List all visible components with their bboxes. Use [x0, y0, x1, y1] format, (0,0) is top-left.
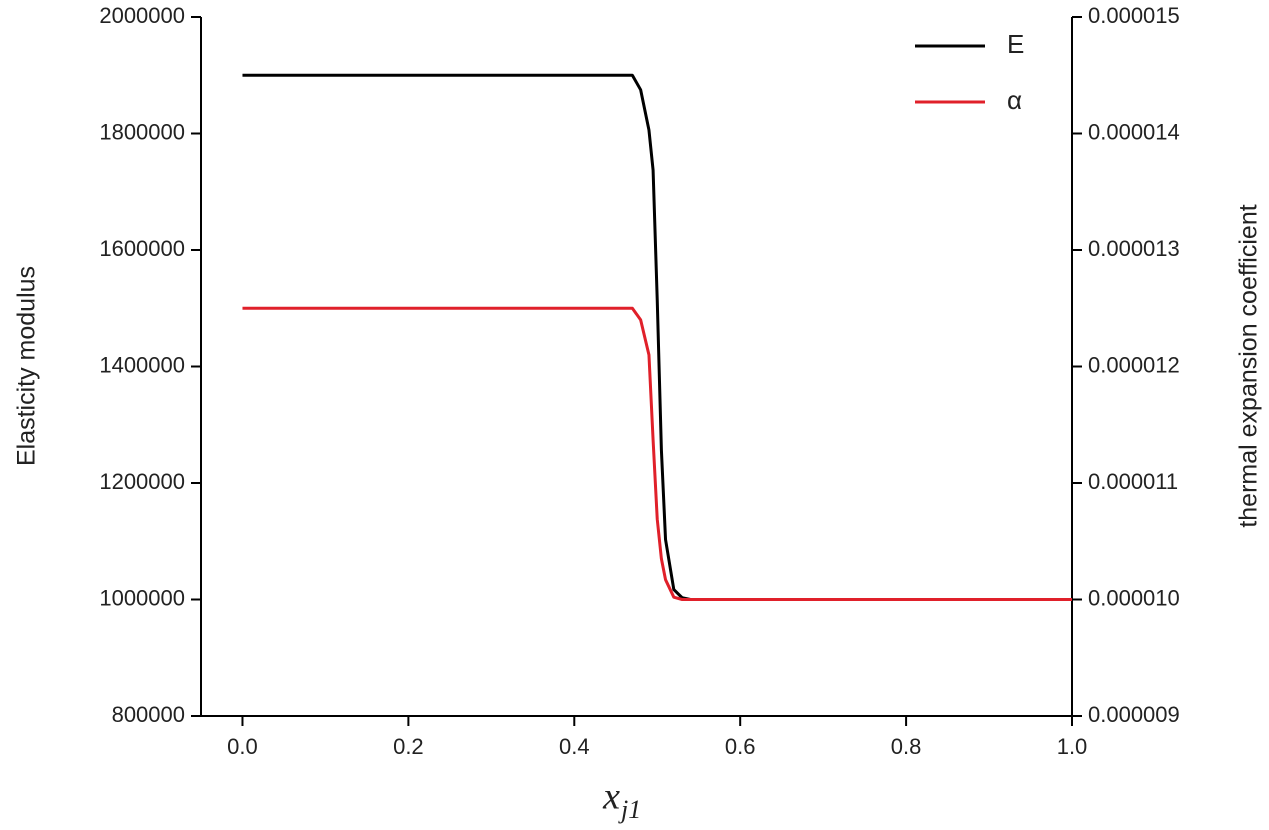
- y2-tick-label: 0.000014: [1088, 119, 1180, 144]
- x-tick-label: 1.0: [1057, 734, 1088, 759]
- y-tick-label: 2000000: [99, 3, 185, 28]
- y2-tick-label: 0.000011: [1088, 469, 1178, 494]
- y-tick-label: 800000: [112, 702, 185, 727]
- y-tick-label: 1800000: [99, 119, 185, 144]
- y2-axis-label: thermal expansion coefficient: [1235, 204, 1263, 527]
- legend-label: E: [1007, 29, 1024, 59]
- legend-label: α: [1007, 85, 1022, 115]
- x-axis-label-subscript: j1: [618, 795, 641, 824]
- y2-tick-label: 0.000013: [1088, 236, 1180, 261]
- y2-tick-label: 0.000012: [1088, 352, 1180, 377]
- y2-tick-label: 0.000010: [1088, 585, 1180, 610]
- x-tick-label: 0.0: [227, 734, 258, 759]
- x-tick-label: 0.6: [725, 734, 756, 759]
- x-tick-label: 0.4: [559, 734, 590, 759]
- x-axis-label: x: [602, 776, 620, 818]
- x-tick-label: 0.8: [891, 734, 922, 759]
- y-tick-label: 1600000: [99, 236, 185, 261]
- y2-tick-label: 0.000015: [1088, 3, 1180, 28]
- data-line: [242, 306, 1072, 601]
- y-tick-label: 1200000: [99, 469, 185, 494]
- y-axis-label: Elasticity modulus: [13, 266, 41, 466]
- y-tick-label: 1000000: [99, 585, 185, 610]
- y-tick-label: 1400000: [99, 352, 185, 377]
- y2-tick-label: 0.000009: [1088, 702, 1180, 727]
- x-tick-label: 0.2: [393, 734, 424, 759]
